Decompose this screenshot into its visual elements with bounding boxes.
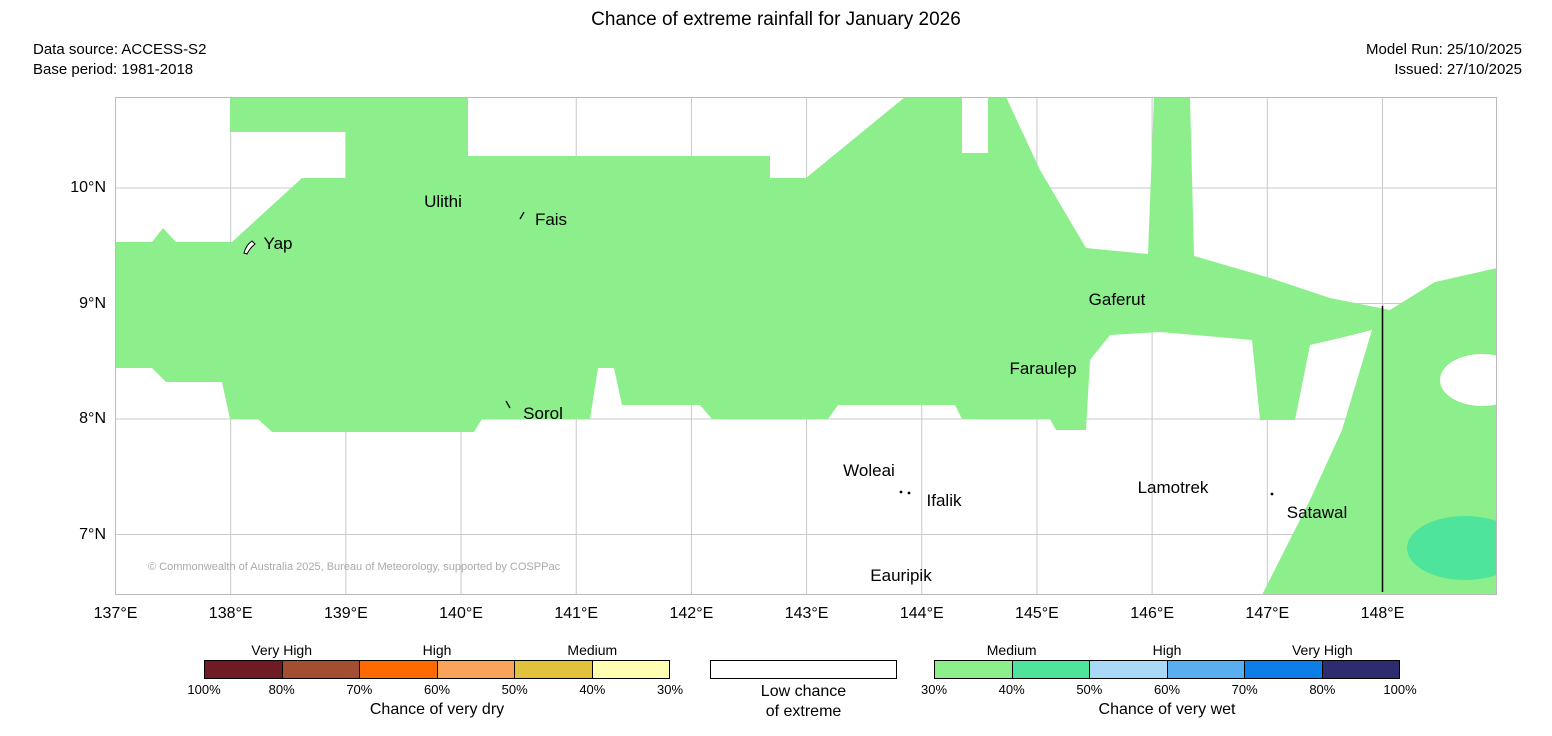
longitude-tick-label: 139°E [323, 605, 368, 622]
wet-colorbar-segment [1090, 661, 1168, 678]
low-spacer [710, 642, 897, 660]
island-label-lamotrek: Lamotrek [1137, 478, 1209, 497]
dry-percent-label: 30% [656, 682, 684, 697]
wet-percent-label: 40% [998, 682, 1025, 697]
wet-category-label: High [1152, 642, 1182, 658]
wet-percent-label: 70% [1231, 682, 1258, 697]
wet-category-labels: Medium High Very High [934, 642, 1400, 660]
rainfall-region-40-50-wet [1407, 516, 1497, 580]
model-run-text: Model Run: 25/10/2025 [1366, 41, 1522, 58]
island-label-yap: Yap [263, 234, 293, 253]
fais-island-marker [519, 211, 525, 220]
data-source-text: Data source: ACCESS-S2 [33, 41, 207, 58]
legend-chance-very-dry: Very High High Medium 100% 80% 70% 60% 50% 40% 3… [187, 642, 683, 719]
map-plot-area [115, 97, 1497, 595]
wet-percent-label: 30% [920, 682, 948, 697]
rainfall-map [115, 97, 1497, 595]
dry-colorbar-segment [205, 661, 283, 678]
dry-category-label: Very High [251, 642, 313, 658]
issued-text: Issued: 27/10/2025 [1394, 61, 1522, 78]
dry-category-labels: Very High High Medium [204, 642, 670, 660]
latitude-tick-label: 10°N [70, 179, 106, 196]
island-label-fais: Fais [534, 210, 568, 229]
copyright-text: © Commonwealth of Australia 2025, Bureau… [148, 561, 561, 573]
dry-colorbar-segment [437, 661, 515, 678]
dry-category-label: Medium [567, 642, 618, 658]
meta-right: Model Run: 25/10/2025 Issued: 27/10/2025 [1366, 40, 1522, 80]
wet-percent-label: 100% [1383, 682, 1417, 697]
dry-colorbar-segment [282, 661, 360, 678]
page-title: Chance of extreme rainfall for January 2… [591, 9, 961, 30]
low-chance-box [710, 660, 897, 679]
rainfall-region-medium-wet [115, 97, 1497, 595]
longitude-tick-label: 148°E [1360, 605, 1405, 622]
wet-colorbar [934, 660, 1400, 679]
meta-left: Data source: ACCESS-S2 Base period: 1981… [33, 40, 206, 80]
wet-percent-label: 50% [1076, 682, 1103, 697]
island-label-gaferut: Gaferut [1088, 290, 1146, 309]
longitude-tick-label: 138°E [208, 605, 253, 622]
wet-colorbar-segment [1012, 661, 1090, 678]
satawal-island-marker [1270, 492, 1274, 496]
plot-border [115, 97, 1497, 595]
low-caption-line2: of extreme [765, 703, 842, 720]
longitude-tick-label: 145°E [1015, 605, 1059, 622]
wet-colorbar-segment [1245, 661, 1323, 678]
wet-category-label: Medium [986, 642, 1037, 658]
island-label-ulithi: Ulithi [424, 192, 462, 211]
longitude-tick-label: 146°E [1130, 605, 1174, 622]
dry-percent-label: 100% [187, 682, 221, 697]
longitude-tick-label: 140°E [439, 605, 483, 622]
island-label-woleai: Woleai [843, 461, 895, 480]
longitude-tick-label: 141°E [554, 605, 599, 622]
ifalik-island-marker [899, 490, 903, 494]
wet-percent-label: 80% [1309, 682, 1336, 697]
yap-island-icon [243, 240, 256, 255]
dry-caption: Chance of very dry [369, 701, 505, 718]
longitude-tick-label: 143°E [784, 605, 829, 622]
island-label-faraulep: Faraulep [1009, 359, 1077, 378]
wet-caption: Chance of very wet [1098, 701, 1236, 718]
island-label-eauripik: Eauripik [870, 566, 932, 585]
base-period-text: Base period: 1981-2018 [33, 61, 194, 78]
latitude-tick-label: 9°N [79, 294, 106, 312]
longitude-tick-label: 147°E [1245, 605, 1290, 622]
ifalik-island-marker [907, 491, 911, 495]
longitude-tick-label: 144°E [899, 605, 944, 622]
longitude-tick-label: 137°E [93, 605, 138, 622]
wet-percent-labels: 30% 40% 50% 60% 70% 80% 100% [921, 682, 1417, 698]
dry-colorbar-segment [360, 661, 438, 678]
wet-colorbar-segment [1322, 661, 1399, 678]
dry-percent-label: 40% [579, 682, 606, 697]
wet-colorbar-segment [935, 661, 1013, 678]
dry-colorbar-segment [592, 661, 669, 678]
dry-colorbar-segment [515, 661, 593, 678]
legend-low-chance: Low chance of extreme [710, 642, 897, 722]
island-label-ifalik: Ifalik [926, 491, 962, 510]
latitude-tick-label: 8°N [79, 410, 106, 427]
low-caption-line1: Low chance [760, 683, 847, 700]
legend-chance-very-wet: Medium High Very High 30% 40% 50% 60% 70% 80% 10… [921, 642, 1417, 719]
white-cutout-region [1440, 354, 1497, 406]
latitude-tick-label: 7°N [79, 525, 106, 543]
sorol-island-marker [505, 400, 511, 409]
wet-category-label: Very High [1291, 642, 1353, 658]
low-caption: Low chance of extreme [710, 682, 897, 722]
dry-colorbar [204, 660, 670, 679]
dry-percent-label: 80% [268, 682, 295, 697]
wet-percent-label: 60% [1153, 682, 1181, 697]
island-label-satawal: Satawal [1286, 503, 1348, 522]
dry-percent-label: 50% [501, 682, 528, 697]
wet-colorbar-segment [1167, 661, 1245, 678]
island-label-sorol: Sorol [523, 404, 563, 423]
dry-category-label: High [422, 642, 452, 658]
dry-percent-label: 60% [423, 682, 451, 697]
dry-percent-labels: 100% 80% 70% 60% 50% 40% 30% [187, 682, 683, 698]
dry-percent-label: 70% [346, 682, 373, 697]
longitude-tick-label: 142°E [669, 605, 714, 622]
